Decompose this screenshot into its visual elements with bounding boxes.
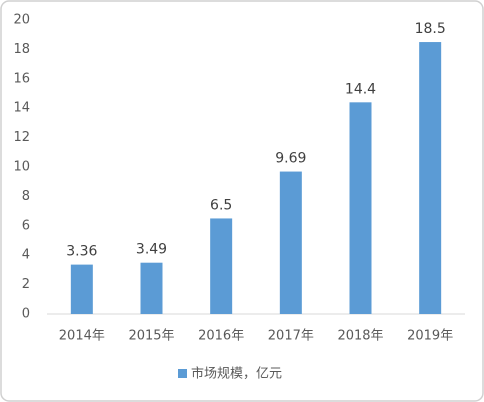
y-tick-label: 8 — [22, 189, 30, 204]
bar — [349, 102, 372, 314]
y-tick-label: 18 — [13, 42, 30, 57]
value-label: 6.5 — [210, 197, 232, 213]
value-label: 18.5 — [415, 21, 446, 37]
bar — [140, 262, 163, 314]
y-tick-label: 10 — [13, 160, 30, 175]
x-tick-label: 2015年 — [128, 329, 174, 344]
bar — [70, 264, 93, 314]
y-tick-label: 2 — [22, 277, 30, 292]
x-tick-label: 2018年 — [337, 329, 383, 344]
x-tick-label: 2014年 — [59, 329, 105, 344]
x-tick-label: 2017年 — [268, 329, 314, 344]
y-tick-label: 0 — [22, 307, 30, 322]
y-tick-label: 4 — [22, 248, 30, 263]
y-tick-label: 16 — [13, 71, 30, 86]
bar — [419, 42, 442, 315]
value-label: 3.36 — [66, 244, 97, 260]
value-label: 3.49 — [136, 242, 167, 258]
legend-swatch — [178, 369, 187, 378]
y-tick-label: 20 — [13, 13, 30, 28]
legend-label: 市场规模，亿元 — [191, 366, 282, 382]
x-tick-label: 2019年 — [407, 329, 453, 344]
y-tick-label: 12 — [13, 130, 30, 145]
value-label: 14.4 — [345, 81, 376, 97]
x-tick-label: 2016年 — [198, 329, 244, 344]
bar — [279, 171, 302, 314]
bar — [210, 218, 233, 314]
y-tick-label: 14 — [13, 101, 30, 116]
value-label: 9.69 — [275, 151, 306, 167]
y-tick-label: 6 — [22, 218, 30, 233]
